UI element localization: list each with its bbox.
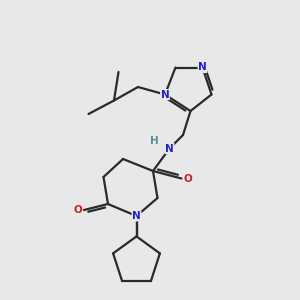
Text: O: O <box>184 173 193 184</box>
Text: N: N <box>198 62 207 73</box>
Text: H: H <box>149 136 158 146</box>
Text: O: O <box>73 205 82 215</box>
Text: N: N <box>165 143 174 154</box>
Text: N: N <box>160 89 169 100</box>
Text: N: N <box>132 211 141 221</box>
